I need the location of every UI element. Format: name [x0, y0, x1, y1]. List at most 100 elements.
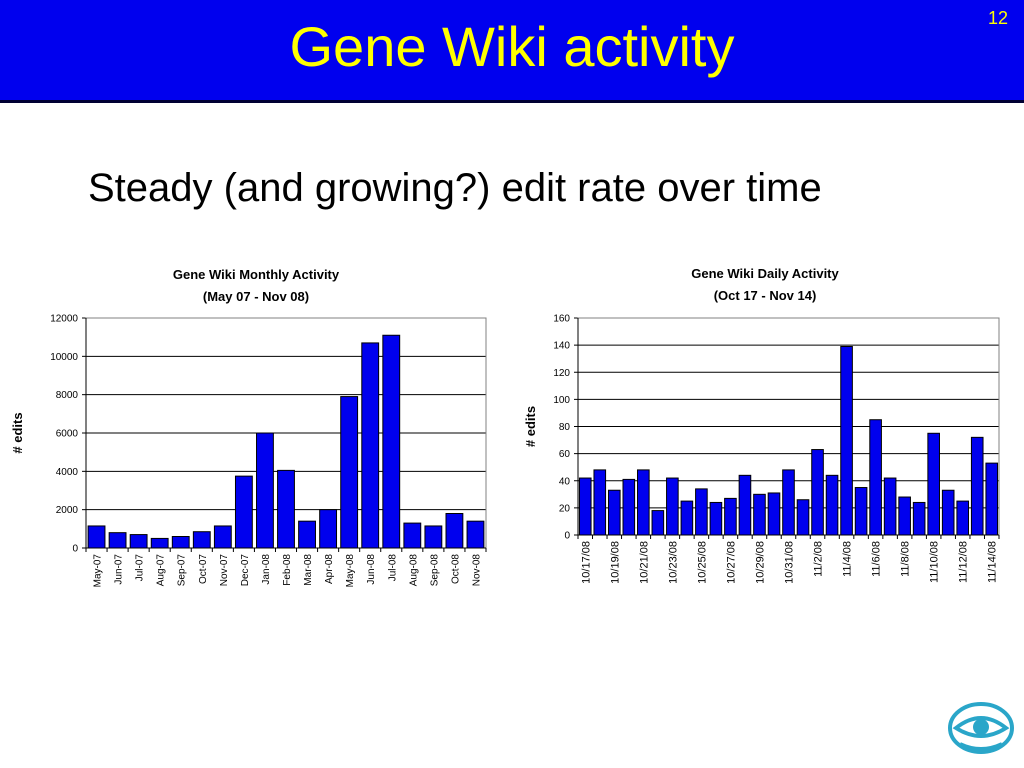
x-tick-label: 11/14/08 [987, 541, 999, 583]
x-tick-label: Dec-07 [240, 554, 251, 587]
bar [767, 492, 781, 536]
x-tick-label: Sep-07 [177, 554, 188, 587]
x-tick-label: 11/10/08 [929, 541, 941, 583]
x-tick-label: Mar-08 [303, 554, 314, 586]
x-tick-label: 10/25/08 [696, 541, 708, 584]
y-tick-label: 140 [553, 341, 570, 352]
x-tick-label: Nov-07 [219, 554, 230, 587]
y-tick-label: 0 [564, 531, 570, 542]
bar [213, 525, 232, 549]
bar [277, 469, 295, 549]
x-tick-label: 10/23/08 [667, 541, 679, 584]
x-tick-label: Feb-08 [282, 554, 293, 586]
y-tick-label: 12000 [50, 314, 78, 325]
bar [680, 500, 694, 536]
x-tick-label: Sep-08 [429, 554, 440, 587]
x-tick-label: Oct-08 [450, 554, 461, 584]
y-tick-label: 60 [559, 449, 571, 460]
x-tick-label: 10/31/08 [784, 541, 796, 584]
x-tick-label: May-07 [93, 554, 104, 588]
bar [796, 499, 810, 536]
y-tick-label: 120 [553, 368, 570, 379]
y-tick-label: 80 [559, 422, 571, 433]
y-tick-label: 100 [553, 395, 570, 406]
bar [825, 474, 839, 536]
bar [129, 534, 148, 549]
x-tick-label: 10/17/08 [580, 541, 592, 584]
bar [637, 469, 650, 536]
y-tick-label: 6000 [56, 429, 79, 440]
slide-number: 12 [987, 8, 1008, 28]
x-tick-label: Jun-07 [114, 554, 125, 585]
bar [319, 509, 338, 549]
logo-pupil [973, 719, 989, 735]
x-tick-label: Oct-07 [198, 554, 209, 584]
x-tick-label: 11/2/08 [813, 541, 825, 577]
y-tick-label: 0 [72, 544, 78, 555]
chart-title: Gene Wiki Daily Activity [691, 266, 839, 281]
bar [651, 510, 665, 536]
x-tick-label: 10/19/08 [609, 541, 621, 584]
bar [622, 478, 636, 536]
y-tick-label: 10000 [50, 352, 78, 363]
y-tick-label: 2000 [56, 505, 79, 516]
bar [150, 537, 169, 549]
y-tick-label: 8000 [56, 390, 79, 401]
bar [724, 497, 737, 536]
eye-logo-icon [948, 702, 1014, 754]
bar [445, 513, 464, 549]
bar [738, 474, 752, 536]
bar [869, 419, 882, 536]
bar [883, 477, 897, 536]
slide-header: Gene Wiki activity 12 [0, 0, 1024, 103]
x-tick-label: Jan-08 [261, 554, 272, 585]
bar [87, 525, 106, 549]
bar [666, 477, 679, 536]
bar [466, 520, 485, 549]
logo-outer-ring [948, 702, 1014, 754]
x-tick-label: 11/6/08 [871, 541, 883, 577]
bar [956, 500, 970, 536]
bar [811, 449, 824, 536]
bar [695, 488, 708, 536]
bar [361, 342, 380, 549]
bar [382, 334, 401, 549]
x-tick-label: 10/27/08 [725, 541, 737, 584]
bar [578, 477, 592, 536]
x-tick-label: 11/12/08 [958, 541, 970, 583]
bar [840, 345, 853, 536]
bar [192, 531, 211, 549]
bar [256, 432, 274, 549]
bar [424, 525, 443, 549]
bar [108, 532, 127, 549]
x-tick-label: Apr-08 [324, 554, 335, 584]
bar [912, 501, 926, 536]
x-tick-label: 11/8/08 [900, 541, 912, 577]
x-tick-label: Jul-08 [387, 554, 398, 582]
bar [898, 496, 911, 536]
bar [927, 432, 940, 536]
chart-title: Gene Wiki Monthly Activity [173, 267, 340, 282]
y-tick-label: 20 [559, 503, 571, 514]
y-tick-label: 160 [553, 314, 570, 325]
x-tick-label: May-08 [345, 554, 356, 588]
bar [607, 489, 621, 536]
bar [753, 493, 766, 536]
bar [593, 469, 607, 536]
x-tick-label: 10/29/08 [754, 541, 766, 584]
logo-lower-arc [959, 742, 1003, 751]
slide-subtitle: Steady (and growing?) edit rate over tim… [88, 166, 822, 210]
x-tick-label: 10/21/08 [638, 541, 650, 584]
x-tick-label: 11/4/08 [842, 541, 854, 577]
x-tick-label: Aug-08 [408, 554, 419, 587]
slide-title: Gene Wiki activity [289, 15, 735, 78]
chart-subtitle: (Oct 17 - Nov 14) [714, 288, 817, 303]
y-tick-label: 40 [559, 476, 571, 487]
bar [985, 462, 999, 536]
bar [854, 487, 868, 536]
chart-subtitle: (May 07 - Nov 08) [203, 289, 309, 304]
bar [941, 489, 955, 536]
y-tick-label: 4000 [56, 467, 79, 478]
